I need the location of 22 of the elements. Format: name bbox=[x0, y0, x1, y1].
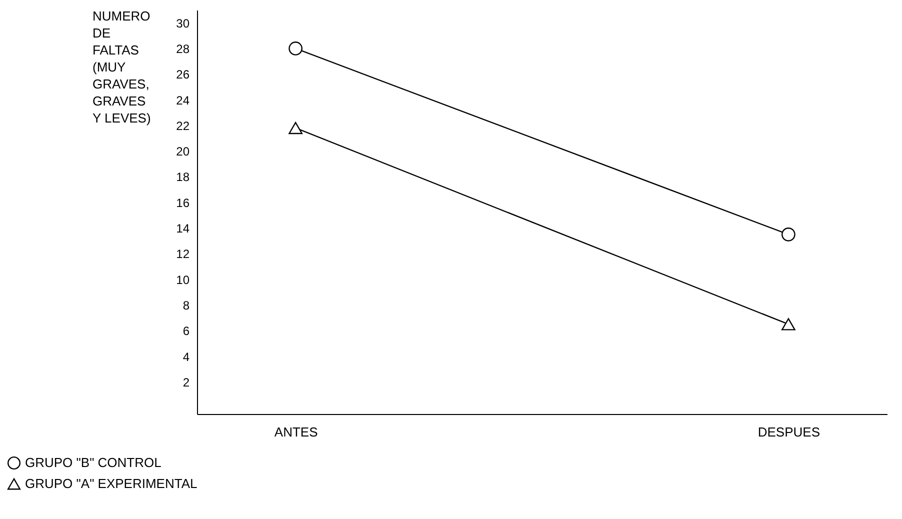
y-tick-label: 20 bbox=[176, 144, 190, 159]
y-tick-label: 8 bbox=[182, 298, 190, 312]
y-tick-label: 2 bbox=[182, 375, 190, 390]
y-tick-label: 12 bbox=[176, 247, 190, 262]
x-tick-label: DESPUES bbox=[758, 424, 820, 440]
point bbox=[288, 42, 302, 56]
y-tick-label: 24 bbox=[176, 93, 190, 108]
legend-label: GRUPO "B" CONTROL bbox=[25, 455, 162, 470]
legend-label: GRUPO "A" EXPERIMENTAL bbox=[25, 476, 198, 491]
y-tick-label: 4 bbox=[182, 350, 190, 364]
point bbox=[782, 228, 796, 242]
y-tick-label: 22 bbox=[176, 118, 190, 133]
y-tick-label: 16 bbox=[176, 196, 190, 210]
y-axis-title: NUMERO DE FALTAS (MUY GRAVES, GRAVES Y LEVES) bbox=[92, 8, 151, 126]
y-tick-label: 10 bbox=[176, 272, 190, 287]
y-tick-label: 14 bbox=[176, 222, 190, 236]
y-tick-label: 18 bbox=[176, 170, 190, 184]
y-tick-label: 30 bbox=[176, 16, 190, 30]
y-tick-label: 28 bbox=[176, 42, 190, 56]
x-tick-label: ANTES bbox=[274, 424, 318, 440]
y-tick-label: 26 bbox=[176, 68, 190, 82]
y-tick-label: 6 bbox=[182, 324, 190, 338]
